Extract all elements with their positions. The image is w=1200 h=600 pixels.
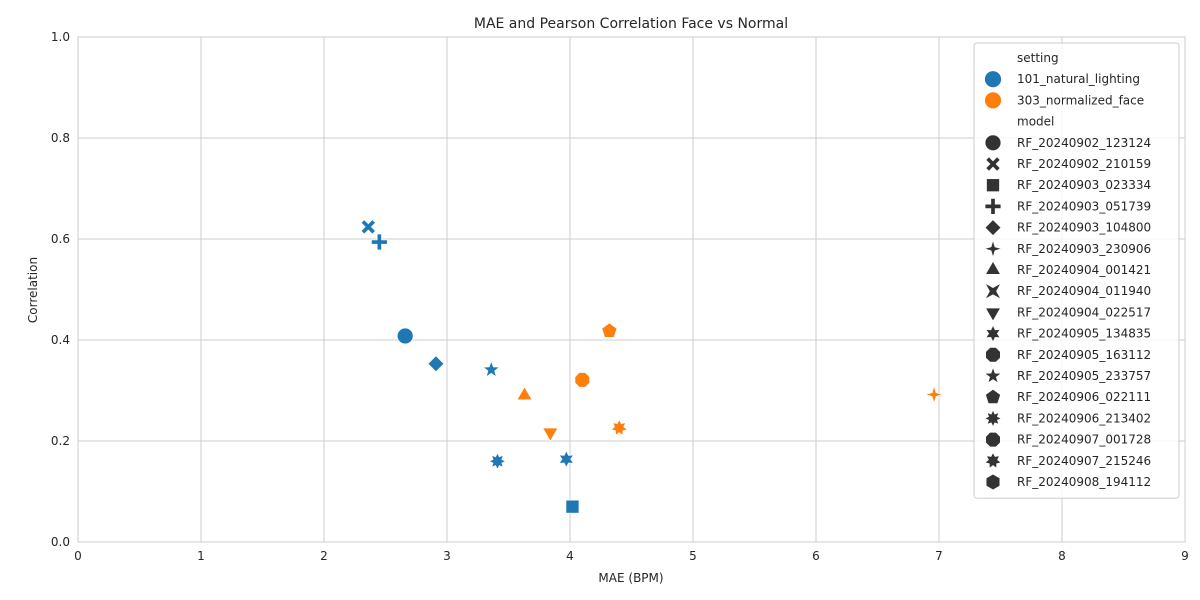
y-tick-label: 1.0 [51,30,70,44]
legend-item-setting: 303_normalized_face [1017,93,1144,107]
data-point [427,355,445,373]
legend-item-model: RF_20240903_051739 [1017,199,1151,213]
data-point [574,372,591,388]
y-tick-label: 0.2 [51,434,70,448]
legend-item-model: RF_20240905_163112 [1017,348,1151,362]
legend-marker [983,366,1003,385]
data-point [610,418,629,437]
legend-item-model: RF_20240907_215246 [1017,454,1151,468]
y-tick-label: 0.0 [51,535,70,549]
x-tick-label: 4 [566,549,574,563]
legend-item-setting: 101_natural_lighting [1017,72,1140,86]
legend-item-model: RF_20240904_001421 [1017,263,1151,277]
data-point [370,233,388,251]
data-point [542,427,559,443]
y-tick-label: 0.8 [51,131,70,145]
legend-marker [985,156,1001,172]
legend-item-model: RF_20240902_123124 [1017,136,1151,150]
axis-spines [77,36,1186,543]
x-tick-label: 0 [74,549,82,563]
data-point [481,359,501,378]
legend-marker [983,409,1003,428]
data-point [516,385,533,401]
data-point [488,451,507,471]
x-tick-label: 2 [320,549,328,563]
legend-marker [984,388,1002,405]
x-tick-label: 5 [689,549,697,563]
x-tick-label: 9 [1181,549,1189,563]
plot-frame [77,36,1186,543]
legend: setting 101_natural_lighting 303_normalize… [973,42,1180,499]
legend-item-model: RF_20240904_022517 [1017,305,1151,319]
y-tick-labels: 0.0 0.2 0.4 0.6 0.8 1.0 [51,30,70,549]
data-point [601,322,618,338]
legend-item-model: RF_20240902_210159 [1017,157,1151,171]
x-tick-label: 3 [443,549,451,563]
data-point [396,327,414,345]
legend-marker [983,282,1003,301]
legend-marker [984,307,1002,323]
data-point [923,384,945,405]
legend-marker [985,431,1001,448]
legend-marker [984,260,1002,275]
legend-marker [984,324,1002,343]
legend-marker [983,451,1003,470]
y-tick-label: 0.6 [51,232,70,246]
legend-item-model: RF_20240907_001728 [1017,433,1151,447]
legend-item-model: RF_20240905_233757 [1017,369,1151,383]
legend-item-model: RF_20240903_023334 [1017,178,1151,192]
x-tick-label: 1 [197,549,205,563]
legend-marker [985,473,1001,491]
x-axis-label: MAE (BPM) [598,571,663,585]
data-point [565,499,580,514]
legend-item-model: RF_20240903_230906 [1017,242,1151,256]
legend-marker [984,134,1002,152]
legend-item-model: RF_20240903_104800 [1017,221,1151,235]
legend-frame [973,42,1180,499]
y-tick-label: 0.4 [51,333,70,347]
legend-marker [982,238,1004,260]
legend-marker [984,219,1002,237]
data-points [360,219,945,514]
data-point [558,449,575,469]
legend-marker [985,347,1001,363]
legend-marker [984,197,1002,215]
legend-hue-title: setting [1017,51,1059,65]
legend-item-model: RF_20240908_194112 [1017,475,1151,489]
x-tick-labels: 0 1 2 3 4 5 6 7 8 9 [74,549,1189,563]
data-point [360,219,377,235]
legend-marker [984,91,1002,110]
x-tick-label: 8 [1058,549,1066,563]
x-tick-label: 6 [812,549,820,563]
x-tick-label: 7 [935,549,943,563]
legend-item-model: RF_20240904_011940 [1017,284,1151,298]
legend-marker [986,178,1000,193]
legend-item-model: RF_20240906_213402 [1017,411,1151,425]
legend-item-model: RF_20240905_134835 [1017,327,1151,341]
legend-item-model: RF_20240906_022111 [1017,390,1151,404]
legend-style-title: model [1017,115,1054,129]
y-axis-label: Correlation [26,257,40,323]
legend-marker [984,70,1002,89]
chart-title: MAE and Pearson Correlation Face vs Norm… [474,16,788,32]
